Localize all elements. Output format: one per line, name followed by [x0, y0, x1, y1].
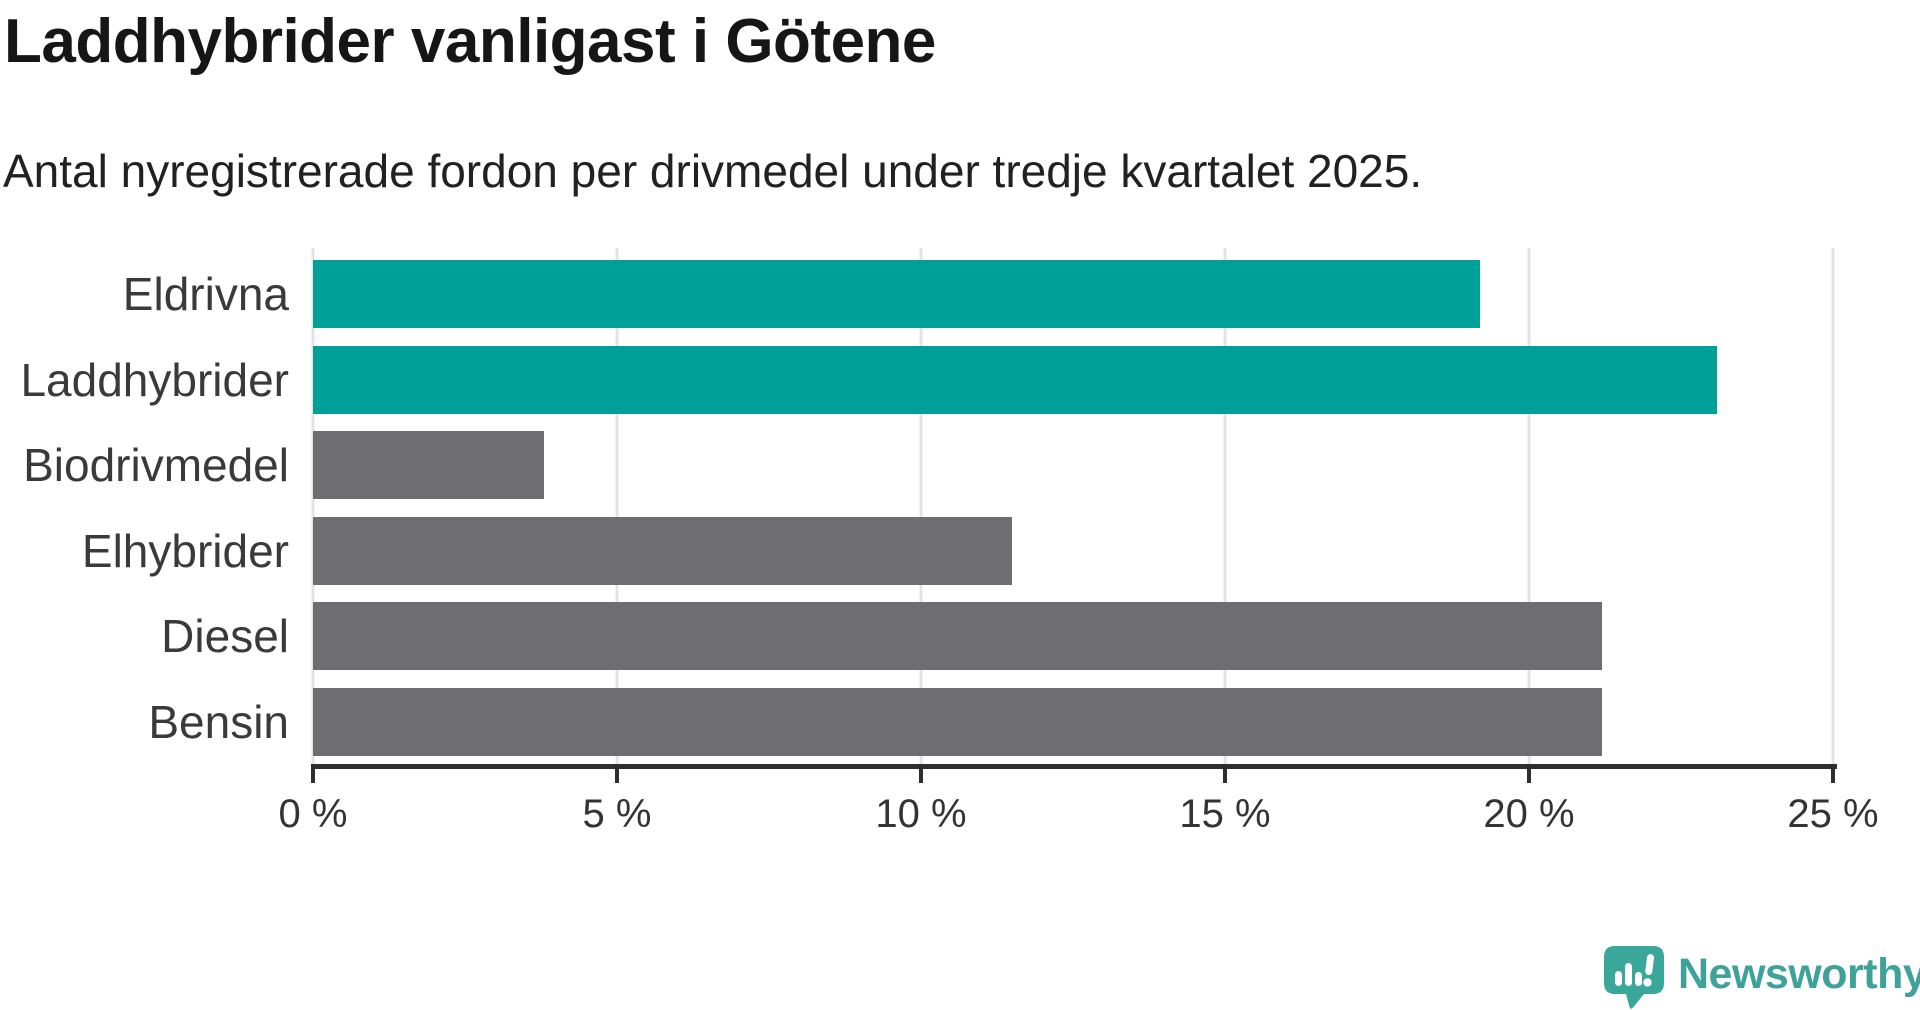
bar-laddhybrider	[313, 345, 1718, 414]
gridline-10-percent	[919, 248, 923, 767]
x-axis-tick-label-20: 20 %	[1483, 792, 1575, 836]
x-axis-tick-20	[1527, 764, 1531, 783]
bar-diesel	[313, 602, 1602, 671]
gridline-15-percent	[1223, 248, 1227, 767]
gridline-25-percent	[1831, 248, 1835, 767]
category-label-biodrivmedel: Biodrivmedel	[23, 439, 289, 492]
bar-biodrivmedel	[313, 431, 545, 500]
chart-subtitle: Antal nyregistrerade fordon per drivmede…	[3, 145, 1423, 197]
x-axis-tick-10	[919, 764, 923, 783]
gridline-20-percent	[1527, 248, 1531, 767]
x-axis-tick-label-0: 0 %	[278, 792, 348, 836]
x-axis-tick-label-25: 25 %	[1787, 792, 1879, 836]
x-axis-tick-25	[1831, 764, 1835, 783]
x-axis-line	[311, 764, 1837, 769]
gridline-0-percent	[311, 248, 315, 767]
bar-elhybrider	[313, 516, 1013, 585]
x-axis-tick-15	[1223, 764, 1227, 783]
category-label-bensin: Bensin	[148, 696, 289, 748]
category-label-diesel: Diesel	[161, 610, 289, 663]
chart-title: Laddhybrider vanligast i Götene	[4, 7, 936, 76]
newsworthy-logo: Newsworthy	[1604, 946, 1920, 1010]
x-axis-tick-label-10: 10 %	[875, 792, 967, 836]
x-axis-tick-0	[311, 764, 315, 783]
x-axis-tick-label-5: 5 %	[582, 792, 652, 836]
category-label-eldrivna: Eldrivna	[122, 268, 289, 320]
bar-bensin	[313, 688, 1602, 756]
gridline-5-percent	[615, 248, 619, 767]
newsworthy-speech-bubble-bar-chart-icon	[1604, 946, 1664, 1009]
bar-eldrivna	[313, 260, 1481, 328]
x-axis-tick-label-15: 15 %	[1179, 792, 1271, 836]
x-axis-tick-5	[615, 764, 619, 783]
category-label-elhybrider: Elhybrider	[81, 524, 289, 577]
newsworthy-wordmark: Newsworthy	[1678, 950, 1920, 998]
category-label-laddhybrider: Laddhybrider	[20, 353, 289, 406]
